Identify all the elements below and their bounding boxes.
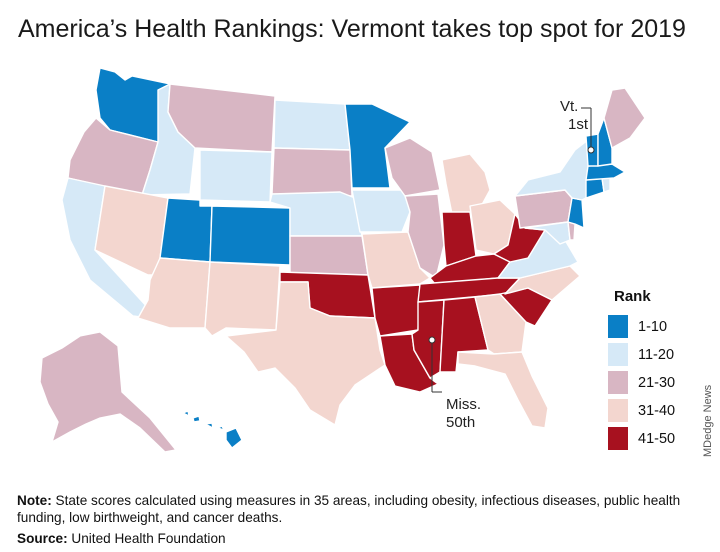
state-NH [597, 117, 613, 167]
miss-callout: Miss. 50th [446, 396, 481, 432]
state-MD [524, 221, 571, 245]
state-IA [351, 189, 411, 233]
legend-swatch [608, 399, 628, 422]
note-prefix: Note: [17, 493, 52, 508]
legend-swatch [608, 371, 628, 394]
note-text: State scores calculated using measures i… [17, 493, 681, 525]
legend-label: 31-40 [638, 402, 676, 419]
vt-callout-line1: Vt. [560, 98, 579, 115]
state-SD [271, 147, 353, 197]
state-WI [384, 137, 441, 197]
legend-item: 1-10 [608, 314, 698, 339]
watermark: MDedge News [702, 384, 714, 457]
state-MN [344, 103, 411, 189]
source: Source: United Health Foundation [17, 530, 226, 547]
state-NM [204, 261, 281, 337]
miss-marker [428, 336, 436, 344]
source-prefix: Source: [17, 531, 68, 546]
state-ND [273, 99, 351, 151]
legend-item: 21-30 [608, 370, 698, 395]
state-UT [159, 197, 213, 263]
state-DE [567, 221, 576, 241]
legend-title: Rank [614, 288, 651, 305]
state-WY [199, 149, 273, 203]
state-MT [167, 83, 276, 153]
legend-label: 11-20 [638, 346, 675, 363]
legend-label: 21-30 [638, 374, 676, 391]
legend-item: 31-40 [608, 398, 698, 423]
state-IL [404, 193, 445, 279]
note: Note: State scores calculated using meas… [17, 492, 707, 526]
state-CT [585, 177, 605, 199]
legend: Rank 1-10 11-20 21-30 31-40 41-50 [608, 288, 698, 454]
source-text: United Health Foundation [67, 531, 226, 546]
vt-callout-line2: 1st [568, 116, 589, 133]
legend-item: 41-50 [608, 426, 698, 451]
legend-swatch [608, 343, 628, 366]
vt-marker [587, 146, 595, 154]
legend-swatch [608, 427, 628, 450]
state-FL [457, 351, 549, 429]
legend-swatch [608, 315, 628, 338]
state-MI [441, 153, 491, 215]
state-KS [289, 235, 369, 276]
miss-callout-line2: 50th [446, 414, 476, 431]
legend-label: 1-10 [638, 318, 668, 335]
state-HI [182, 410, 243, 449]
state-TX [225, 281, 386, 426]
state-AK [39, 331, 177, 453]
miss-callout-line1: Miss. [446, 396, 481, 413]
chart-title: America’s Health Rankings: Vermont takes… [18, 15, 686, 43]
state-AR [371, 284, 421, 337]
legend-label: 41-50 [638, 430, 676, 447]
legend-item: 11-20 [608, 342, 698, 367]
vt-callout: Vt. 1st [560, 98, 588, 134]
state-ME [603, 87, 646, 149]
state-CO [209, 205, 291, 266]
state-NY [514, 139, 593, 201]
state-RI [601, 177, 611, 193]
